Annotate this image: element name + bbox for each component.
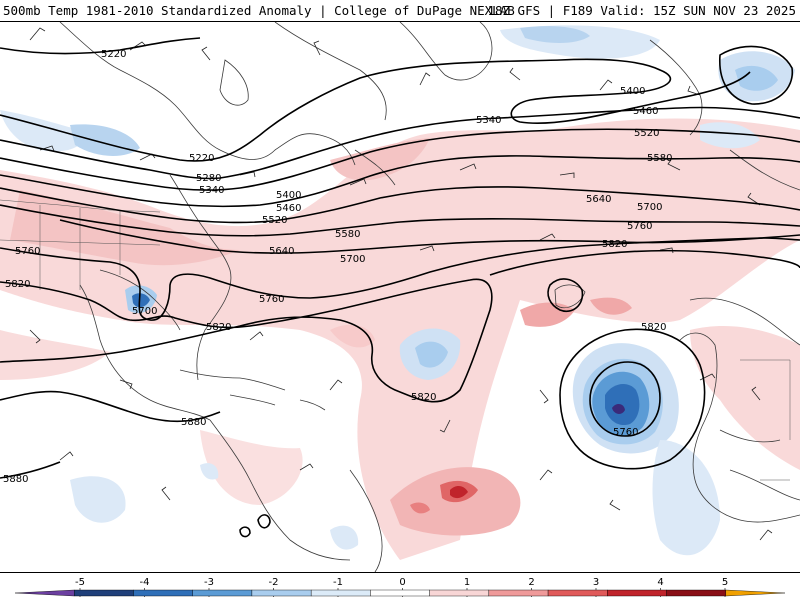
colorbar-swatch — [14, 589, 75, 597]
contour-label: 5340 — [199, 185, 224, 196]
wind-barbs — [29, 27, 773, 541]
contour-label: 5760 — [613, 427, 638, 438]
contour-label: 5220 — [189, 153, 214, 164]
colorbar-tick-labels: -5 -4 -3 -2 -1 0 1 2 3 4 5 — [75, 577, 728, 597]
colorbar-swatches — [14, 589, 786, 597]
colorbar-swatch — [74, 589, 134, 597]
coastlines — [59, 22, 800, 572]
contour-label: 5520 — [634, 128, 659, 139]
contour-label: 5220 — [101, 49, 126, 60]
colorbar-tick-label: -2 — [269, 577, 279, 588]
colorbar-swatch — [488, 589, 549, 597]
colorbar-swatch — [192, 589, 253, 597]
colorbar-tick-label: 5 — [722, 577, 728, 588]
contour-label: 5400 — [276, 190, 301, 201]
contour-label: 5760 — [15, 246, 40, 257]
map-title: 500mb Temp 1981-2010 Standardized Anomal… — [3, 3, 515, 18]
contour-label: 5820 — [5, 279, 30, 290]
colorbar-tick-label: 4 — [657, 577, 663, 588]
contour-label: 5580 — [335, 229, 360, 240]
contour-label: 5760 — [259, 294, 284, 305]
contour-labels: 5220 5220 5280 5340 5340 5400 5400 5460 … — [3, 49, 672, 485]
colorbar-tick-label: -5 — [75, 577, 85, 588]
colorbar-swatch — [429, 589, 490, 597]
height-contours — [0, 37, 800, 538]
colorbar-tick-label: 0 — [399, 577, 405, 588]
colorbar-swatch — [251, 589, 312, 597]
contour-label: 5820 — [641, 322, 666, 333]
colorbar-tick-label: 3 — [593, 577, 599, 588]
contour-label: 5700 — [132, 306, 157, 317]
colorbar-swatch — [547, 589, 608, 597]
contour-label: 5820 — [411, 392, 436, 403]
colorbar-tick-label: 1 — [464, 577, 470, 588]
colorbar-swatch — [666, 589, 726, 597]
colorbar-swatch — [310, 589, 371, 597]
contour-label: 5700 — [637, 202, 662, 213]
contour-label: 5640 — [586, 194, 611, 205]
colorbar-tick-label: -3 — [204, 577, 214, 588]
contour-label: 5460 — [276, 203, 301, 214]
colorbar-swatch — [607, 589, 667, 597]
colorbar-tick-label: 2 — [528, 577, 534, 588]
contour-label: 5700 — [340, 254, 365, 265]
contour-label: 5820 — [206, 322, 231, 333]
contour-label: 5640 — [269, 246, 294, 257]
contour-label: 5520 — [262, 215, 287, 226]
colorbar-swatch — [133, 589, 193, 597]
contour-label: 5580 — [647, 153, 672, 164]
contour-label: 5280 — [196, 173, 221, 184]
contour-label: 5460 — [633, 106, 658, 117]
contour-label: 5880 — [3, 474, 28, 485]
contour-label: 5880 — [181, 417, 206, 428]
contour-label: 5820 — [602, 239, 627, 250]
warm-anomaly-shading — [0, 118, 800, 560]
contour-label: 5340 — [476, 115, 501, 126]
contour-label: 5760 — [627, 221, 652, 232]
model-valid-time: 18Z GFS | F189 Valid: 15Z SUN NOV 23 202… — [487, 3, 796, 18]
colorbar-swatch — [370, 589, 430, 597]
weather-map: 5220 5220 5280 5340 5340 5400 5400 5460 … — [0, 22, 800, 572]
map-header: 500mb Temp 1981-2010 Standardized Anomal… — [0, 0, 800, 22]
anomaly-colorbar: -5 -4 -3 -2 -1 0 1 2 3 4 5 — [0, 572, 800, 600]
colorbar-tick-label: -4 — [140, 577, 150, 588]
political-borders — [0, 199, 791, 481]
colorbar-tick-label: -1 — [333, 577, 343, 588]
contour-label: 5400 — [620, 86, 645, 97]
colorbar-swatch — [725, 589, 786, 597]
